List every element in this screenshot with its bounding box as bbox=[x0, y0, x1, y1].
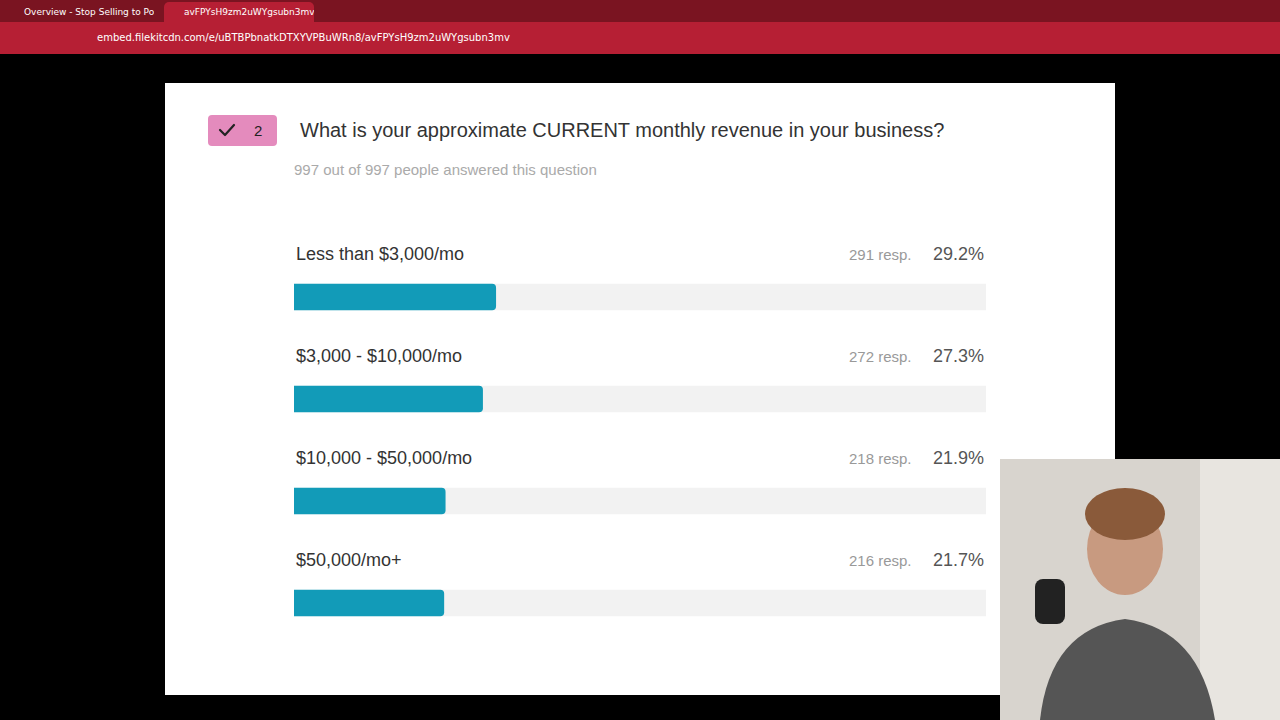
html-text:avFPYsH9zm2uWYgsubn3mv: avFPYsH9zm2uWYgsubn3mv bbox=[184, 7, 315, 17]
svg-text:291 resp.: 291 resp. bbox=[849, 246, 912, 263]
svg-text:21.9%: 21.9% bbox=[933, 448, 984, 468]
html-text:embed.filekitcdn.com/e/uBTBPbn: embed.filekitcdn.com/e/uBTBPbnatkDTXYVPB… bbox=[97, 32, 510, 43]
svg-text:Less than $3,000/mo: Less than $3,000/mo bbox=[296, 244, 464, 264]
html-text:2: 2 bbox=[254, 122, 263, 139]
svg-text:272 resp.: 272 resp. bbox=[849, 348, 912, 365]
svg-text:27.3%: 27.3% bbox=[933, 346, 984, 366]
html-text:997 out of 997 people answered: 997 out of 997 people answered this ques… bbox=[294, 161, 597, 178]
svg-text:$50,000/mo+: $50,000/mo+ bbox=[296, 550, 402, 570]
svg-text:216 resp.: 216 resp. bbox=[849, 552, 912, 569]
svg-text:29.2%: 29.2% bbox=[933, 244, 984, 264]
svg-text:218 resp.: 218 resp. bbox=[849, 450, 912, 467]
html-text:Overview - Stop Selling to Po: Overview - Stop Selling to Po bbox=[24, 7, 155, 17]
svg-text:21.7%: 21.7% bbox=[933, 550, 984, 570]
svg-text:$3,000 - $10,000/mo: $3,000 - $10,000/mo bbox=[296, 346, 462, 366]
html-text:What is your approximate CURRE: What is your approximate CURRENT monthly… bbox=[300, 119, 945, 141]
svg-text:$10,000 - $50,000/mo: $10,000 - $50,000/mo bbox=[296, 448, 472, 468]
